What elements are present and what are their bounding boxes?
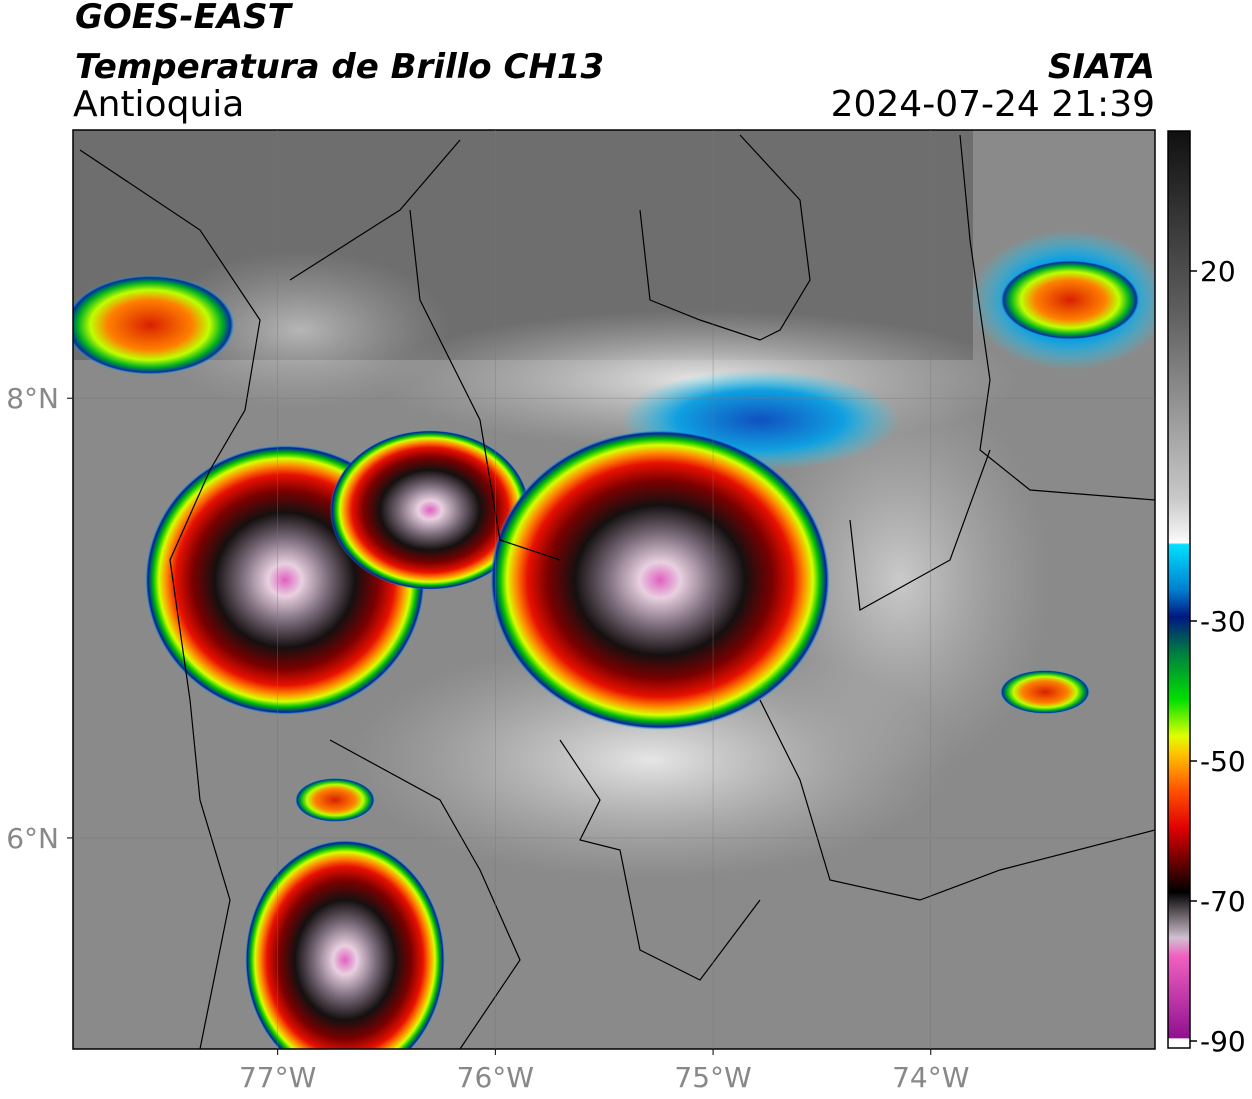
x-tick-label: 76°W xyxy=(457,1061,534,1094)
satellite-image xyxy=(73,130,1155,1049)
map-frame xyxy=(72,129,1156,1050)
x-tick-label: 77°W xyxy=(239,1061,316,1094)
source: SIATA xyxy=(1048,47,1155,87)
colorbar-tick-label: -50 xyxy=(1200,745,1246,778)
y-tick-label: 8°N xyxy=(6,382,59,415)
datetime: 2024-07-24 21:39 xyxy=(831,84,1155,125)
title: GOES-EAST xyxy=(75,0,294,37)
colorbar-tick-label: -70 xyxy=(1200,885,1246,918)
x-tick-label: 75°W xyxy=(674,1061,751,1094)
region: Antioquia xyxy=(73,84,244,125)
x-tick-label: 74°W xyxy=(892,1061,969,1094)
subtitle: Temperatura de Brillo CH13 xyxy=(75,47,604,87)
colorbar-tick-label: -90 xyxy=(1200,1025,1246,1058)
colorbar-tick-label: 20 xyxy=(1200,255,1236,288)
colorbar-tick-label: -30 xyxy=(1200,605,1246,638)
colorbar xyxy=(1167,130,1191,1049)
y-tick-label: 6°N xyxy=(6,822,59,855)
